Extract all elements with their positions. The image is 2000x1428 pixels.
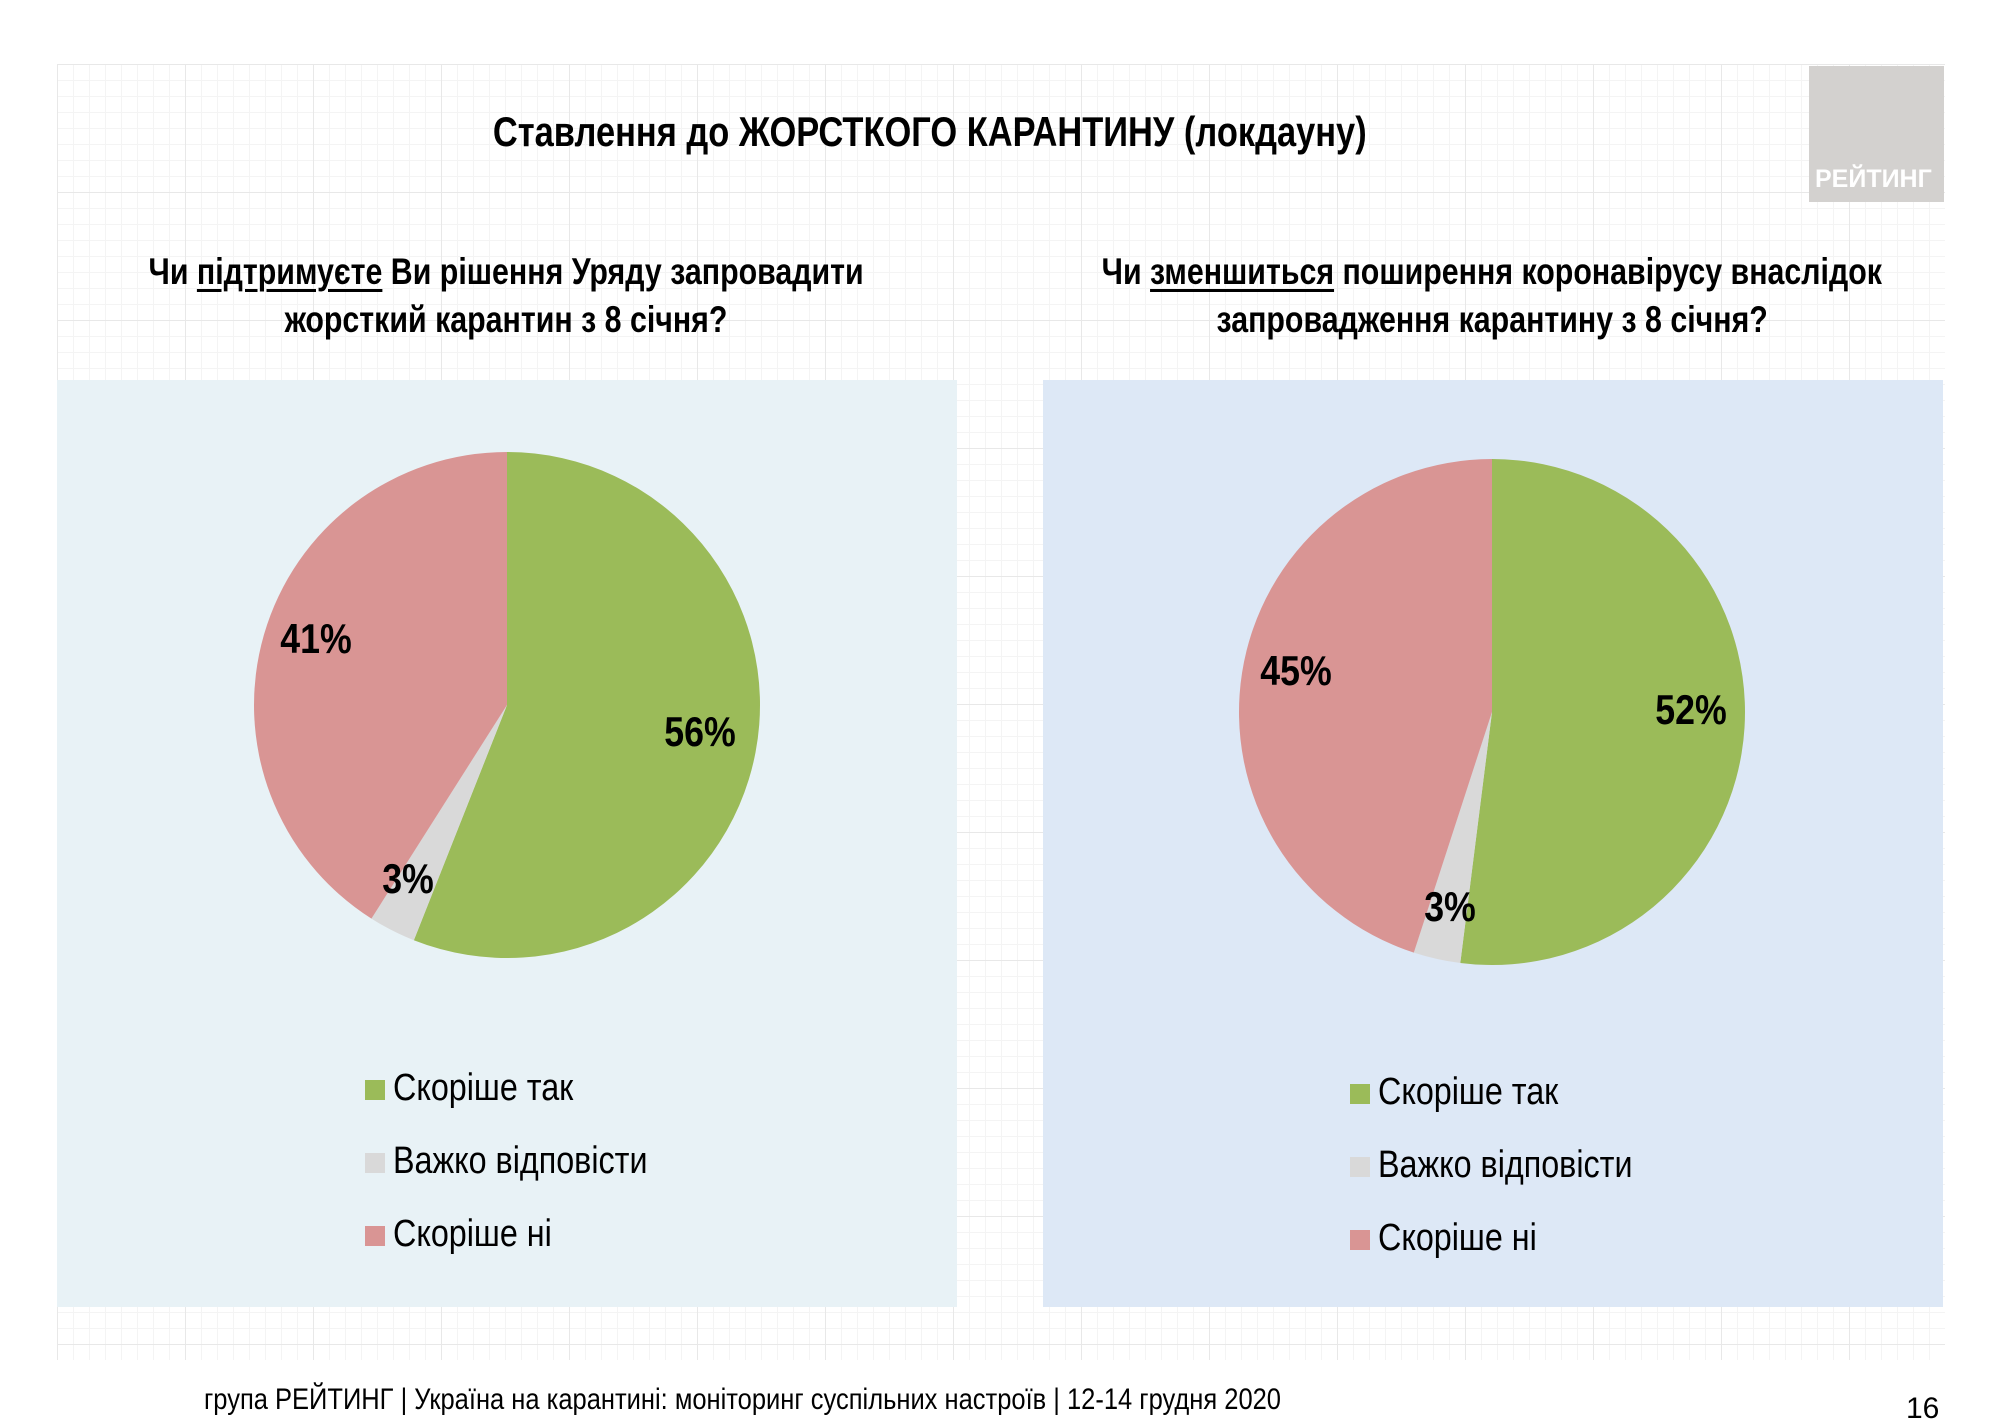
legend-swatch	[1350, 1157, 1370, 1177]
pie-slice-hard	[371, 705, 507, 941]
question-right: Чи зменшиться поширення коронавірусу вна…	[1101, 251, 1883, 340]
legend-label: Скоріше ні	[393, 1213, 552, 1255]
pie-slice-no	[1238, 459, 1492, 953]
pie-slice-yes	[413, 452, 761, 958]
legend-swatch	[365, 1153, 385, 1173]
chart-panel-right: 52% 3% 45% Скоріше так Важко відповісти Скор…	[1043, 380, 1943, 1307]
legend-swatch	[365, 1080, 385, 1100]
data-label-no: 41%	[280, 616, 351, 662]
question-left: Чи підтримуєте Ви рішення Уряду запровад…	[148, 251, 864, 340]
legend-swatch	[1350, 1230, 1370, 1250]
data-label-yes: 52%	[1655, 687, 1726, 733]
footer: група РЕЙТИНГ | Україна на карантині: мо…	[204, 1383, 1281, 1416]
data-label-yes: 56%	[664, 709, 735, 755]
pie-slice-no	[253, 452, 507, 919]
legend-label: Скоріше так	[393, 1067, 574, 1109]
pie-chart-right: 52% 3% 45%	[1238, 459, 1745, 965]
legend-label: Скоріше ні	[1378, 1217, 1537, 1259]
page-number: 16	[1906, 1392, 1940, 1425]
legend-label: Скоріше так	[1378, 1071, 1559, 1113]
data-label-no: 45%	[1260, 648, 1331, 694]
data-label-hard: 3%	[382, 856, 434, 902]
data-label-hard: 3%	[1424, 884, 1476, 930]
rating-logo: РЕЙТИНГ	[1809, 66, 1944, 202]
pie-slice-hard	[1413, 712, 1492, 964]
logo-text: РЕЙТИНГ	[1815, 165, 1932, 193]
chart-panel-left: 56% 3% 41% Скоріше так Важко відповісти Скор…	[57, 380, 957, 1307]
pie-chart-left: 56% 3% 41%	[253, 452, 761, 958]
legend-swatch	[365, 1226, 385, 1246]
pie-slice-yes	[1460, 459, 1745, 965]
legend-label: Важко відповісти	[393, 1140, 648, 1182]
legend-label: Важко відповісти	[1378, 1144, 1633, 1186]
page-title: Ставлення до ЖОРСТКОГО КАРАНТИНУ (локдау…	[493, 108, 1367, 155]
legend-swatch	[1350, 1084, 1370, 1104]
